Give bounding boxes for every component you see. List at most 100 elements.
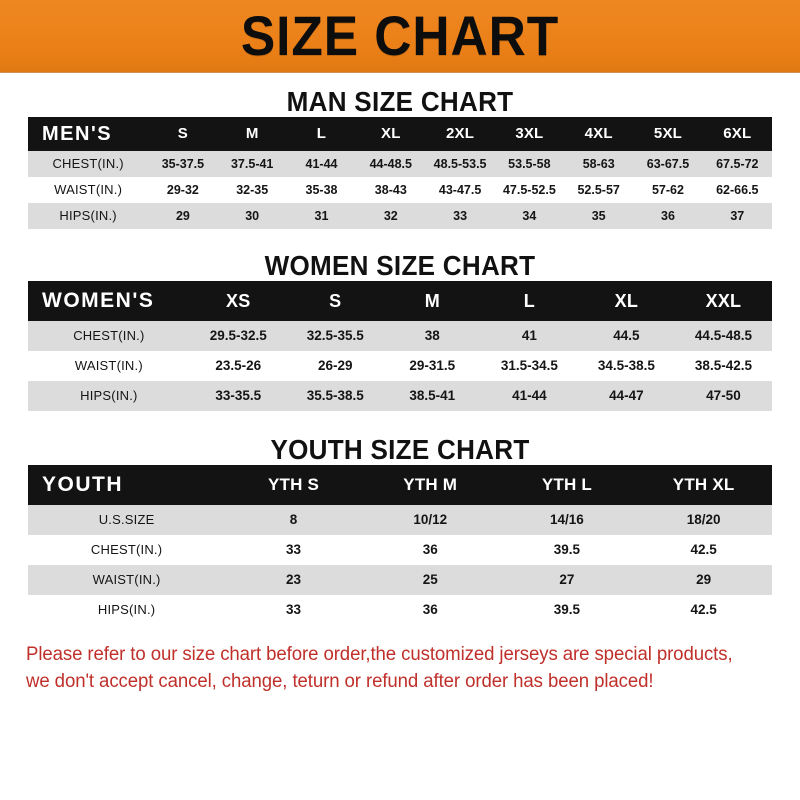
table-cell: 42.5 <box>635 535 772 565</box>
table-row: CHEST(IN.) 29.5-32.5 32.5-35.5 38 41 44.… <box>28 321 772 351</box>
page-banner: SIZE CHART <box>0 0 800 73</box>
table-row: WAIST(IN.) 23 25 27 29 <box>28 565 772 595</box>
column-header: L <box>286 117 357 151</box>
table-wrap-man: MEN'S S M L XL 2XL 3XL 4XL 5XL 6XL CHEST… <box>28 117 772 229</box>
size-table-man: MEN'S S M L XL 2XL 3XL 4XL 5XL 6XL CHEST… <box>28 117 772 229</box>
row-label: HIPS(IN.) <box>28 595 226 625</box>
table-cell: 63-67.5 <box>633 151 703 177</box>
table-body-women: CHEST(IN.) 29.5-32.5 32.5-35.5 38 41 44.… <box>28 321 772 411</box>
table-cell: 47.5-52.5 <box>494 177 565 203</box>
table-row: CHEST(IN.) 35-37.5 37.5-41 41-44 44-48.5… <box>28 151 772 177</box>
header-row: MEN'S S M L XL 2XL 3XL 4XL 5XL 6XL <box>28 117 772 151</box>
table-cell: 38.5-41 <box>383 381 481 411</box>
table-cell: 30 <box>217 203 287 229</box>
footer-line-1: Please refer to our size chart before or… <box>26 644 733 665</box>
table-cell: 41-44 <box>480 381 578 411</box>
table-row: HIPS(IN.) 33 36 39.5 42.5 <box>28 595 772 625</box>
corner-label-men: MEN'S <box>28 117 149 151</box>
column-header: YTH L <box>498 465 636 505</box>
column-header: S <box>286 281 384 321</box>
table-row: U.S.SIZE 8 10/12 14/16 18/20 <box>28 505 772 535</box>
column-header: 5XL <box>633 117 703 151</box>
table-cell: 34.5-38.5 <box>577 351 675 381</box>
row-label: CHEST(IN.) <box>28 151 149 177</box>
table-cell: 14/16 <box>498 505 636 535</box>
page-title: SIZE CHART <box>240 4 560 67</box>
size-table-women: WOMEN'S XS S M L XL XXL CHEST(IN.) 29.5-… <box>28 281 772 411</box>
table-cell: 41 <box>480 321 578 351</box>
table-cell: 48.5-53.5 <box>425 151 495 177</box>
table-cell: 27 <box>498 565 636 595</box>
table-cell: 38-43 <box>356 177 426 203</box>
table-cell: 35.5-38.5 <box>286 381 384 411</box>
table-cell: 32-35 <box>217 177 287 203</box>
table-cell: 37 <box>702 203 772 229</box>
header-row: YOUTH YTH S YTH M YTH L YTH XL <box>28 465 772 505</box>
table-cell: 29 <box>635 565 772 595</box>
row-label: WAIST(IN.) <box>28 351 190 381</box>
row-label: U.S.SIZE <box>28 505 226 535</box>
table-cell: 29.5-32.5 <box>189 321 287 351</box>
section-title-women: WOMEN SIZE CHART <box>264 250 536 281</box>
corner-label-youth: YOUTH <box>28 465 226 505</box>
table-cell: 44-47 <box>577 381 675 411</box>
row-label: HIPS(IN.) <box>28 203 149 229</box>
column-header: XL <box>577 281 675 321</box>
footer-disclaimer: Please refer to our size chart before or… <box>26 641 759 695</box>
corner-label-womens: WOMEN'S <box>28 281 190 321</box>
section-title-youth: YOUTH SIZE CHART <box>270 434 530 465</box>
column-header: XL <box>356 117 426 151</box>
table-body-man: CHEST(IN.) 35-37.5 37.5-41 41-44 44-48.5… <box>28 151 772 229</box>
table-wrap-youth: YOUTH YTH S YTH M YTH L YTH XL U.S.SIZE … <box>28 465 772 625</box>
table-row: CHEST(IN.) 33 36 39.5 42.5 <box>28 535 772 565</box>
table-cell: 32.5-35.5 <box>286 321 384 351</box>
table-cell: 26-29 <box>286 351 384 381</box>
table-cell: 44.5-48.5 <box>674 321 772 351</box>
column-header: XS <box>189 281 287 321</box>
row-label: HIPS(IN.) <box>28 381 190 411</box>
table-cell: 38.5-42.5 <box>674 351 772 381</box>
table-cell: 44.5 <box>577 321 675 351</box>
table-cell: 31.5-34.5 <box>480 351 578 381</box>
column-header: M <box>383 281 481 321</box>
table-cell: 39.5 <box>498 595 636 625</box>
column-header: XXL <box>674 281 772 321</box>
table-row: WAIST(IN.) 23.5-26 26-29 29-31.5 31.5-34… <box>28 351 772 381</box>
footer-line-2: we don't accept cancel, change, teturn o… <box>26 671 654 692</box>
table-cell: 29-31.5 <box>383 351 481 381</box>
table-cell: 23 <box>225 565 362 595</box>
table-cell: 32 <box>356 203 426 229</box>
table-cell: 38 <box>383 321 481 351</box>
table-head-man: MEN'S S M L XL 2XL 3XL 4XL 5XL 6XL <box>28 117 772 151</box>
column-header: YTH M <box>361 465 499 505</box>
table-cell: 39.5 <box>498 535 636 565</box>
row-label: WAIST(IN.) <box>28 565 226 595</box>
section-title-man: MAN SIZE CHART <box>286 86 514 117</box>
table-cell: 58-63 <box>564 151 634 177</box>
column-header: 6XL <box>702 117 772 151</box>
table-cell: 33-35.5 <box>189 381 287 411</box>
row-label: CHEST(IN.) <box>28 321 190 351</box>
table-head-women: WOMEN'S XS S M L XL XXL <box>28 281 772 321</box>
column-header: YTH S <box>225 465 362 505</box>
column-header: 3XL <box>494 117 565 151</box>
table-cell: 36 <box>361 535 499 565</box>
table-cell: 35-37.5 <box>148 151 218 177</box>
table-cell: 37.5-41 <box>217 151 287 177</box>
table-cell: 31 <box>286 203 357 229</box>
table-cell: 25 <box>361 565 499 595</box>
table-cell: 18/20 <box>635 505 772 535</box>
column-header: M <box>217 117 287 151</box>
table-cell: 35 <box>564 203 634 229</box>
table-cell: 42.5 <box>635 595 772 625</box>
table-cell: 52.5-57 <box>564 177 634 203</box>
table-row: WAIST(IN.) 29-32 32-35 35-38 38-43 43-47… <box>28 177 772 203</box>
table-cell: 47-50 <box>674 381 772 411</box>
table-cell: 10/12 <box>361 505 499 535</box>
row-label: WAIST(IN.) <box>28 177 149 203</box>
table-cell: 53.5-58 <box>494 151 565 177</box>
table-row: HIPS(IN.) 33-35.5 35.5-38.5 38.5-41 41-4… <box>28 381 772 411</box>
table-cell: 41-44 <box>286 151 357 177</box>
column-header: 4XL <box>564 117 634 151</box>
